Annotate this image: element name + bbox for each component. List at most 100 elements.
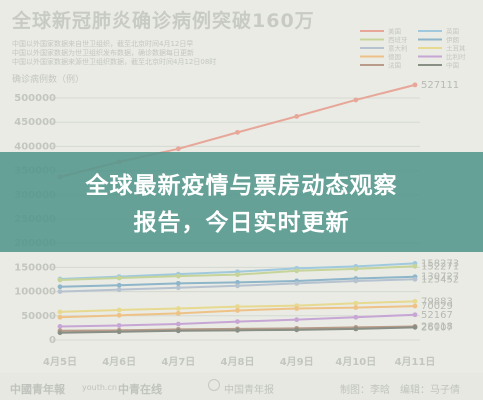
center-brand: 中国青年报 <box>224 385 274 396</box>
data-point <box>116 282 122 288</box>
end-value-label: 79883 <box>421 296 453 307</box>
data-point <box>294 113 300 119</box>
data-point <box>116 329 122 335</box>
y-tick-label: 500000 <box>14 93 56 104</box>
end-value-label: 52167 <box>421 310 453 321</box>
data-point <box>57 309 63 315</box>
data-point <box>175 328 181 334</box>
source-note: 中国以外国家数据来源世卫组织数据，截至北京时间4月12日08时 <box>12 58 217 66</box>
data-point <box>57 277 63 283</box>
data-point <box>57 324 63 329</box>
data-point <box>57 314 63 320</box>
data-point <box>235 308 240 313</box>
x-tick-label: 4月9日 <box>280 356 314 368</box>
data-point <box>235 304 240 310</box>
data-point <box>412 82 418 88</box>
data-point <box>235 272 240 278</box>
legend-entry: 德国 <box>388 52 401 61</box>
legend-entry: 土耳其 <box>446 44 466 53</box>
data-point <box>294 280 300 286</box>
legend-entry: 美国 <box>388 27 401 36</box>
data-point <box>353 266 359 272</box>
data-point <box>235 319 240 325</box>
data-point <box>412 324 418 330</box>
source-note: 中国以外国家数据为世卫组织发布数据，确诊数据每日更新 <box>12 49 194 57</box>
data-point <box>116 323 122 328</box>
legend-entry: 中国 <box>446 61 459 70</box>
legend-entry: 意大利 <box>388 44 408 53</box>
data-point <box>412 303 418 309</box>
credit-make: 制图：李晗 <box>340 385 390 396</box>
data-point <box>353 97 359 103</box>
legend-entry: 法国 <box>388 61 401 70</box>
data-point <box>175 321 181 327</box>
data-point <box>175 146 181 152</box>
x-tick-label: 4月6日 <box>102 356 136 368</box>
y-tick-label: 50000 <box>21 311 56 322</box>
footer-bar <box>0 373 483 400</box>
data-point <box>353 305 359 310</box>
data-point <box>353 326 359 332</box>
end-value-label: 28018 <box>421 321 453 332</box>
data-point <box>294 317 300 323</box>
data-point <box>175 280 181 286</box>
legend-entry: 西班牙 <box>388 35 408 44</box>
end-value-label: 152271 <box>421 261 459 272</box>
data-point <box>57 330 63 336</box>
data-point <box>235 280 240 285</box>
x-tick-label: 4月10日 <box>335 356 376 368</box>
end-value-label: 125452 <box>421 274 459 285</box>
data-point <box>235 283 240 289</box>
data-point <box>175 273 181 279</box>
data-point <box>116 307 122 313</box>
chart-title: 全球新冠肺炎确诊病例突破160万 <box>12 10 315 32</box>
x-tick-label: 4月5日 <box>43 356 77 368</box>
y-tick-label: 100000 <box>14 287 56 298</box>
y-tick-label: 450000 <box>14 117 56 128</box>
x-tick-label: 4月11日 <box>395 356 436 368</box>
end-value-label: 26107 <box>421 322 453 333</box>
data-point <box>353 300 359 306</box>
data-point <box>235 327 240 333</box>
legend-entry: 比利时 <box>446 52 466 61</box>
data-point <box>175 285 181 291</box>
y-tick-label: 400000 <box>14 141 56 152</box>
data-point <box>116 287 122 293</box>
logo-youth-cn: youth.cn <box>82 383 117 392</box>
headline-banner <box>0 152 483 252</box>
source-note: 中国以外国家数据来自世卫组织，截至北京时间4月12日早 <box>12 40 194 48</box>
headline-line-2: 报告，今日实时更新 <box>133 210 350 236</box>
data-point <box>412 276 418 282</box>
data-point <box>235 129 240 135</box>
legend-entry: 英国 <box>446 27 459 36</box>
legend-entry: 伊朗 <box>446 35 459 44</box>
weibo-icon <box>208 379 220 391</box>
data-point <box>353 314 359 320</box>
end-value-label: 527111 <box>421 80 459 91</box>
logo-china-youth-daily: 中國青年報 <box>10 383 65 396</box>
x-tick-label: 4月7日 <box>161 356 195 368</box>
x-tick-label: 4月8日 <box>221 356 255 368</box>
y-axis-title: 确诊病例数（例） <box>12 75 85 85</box>
data-point <box>353 278 359 284</box>
data-point <box>412 312 418 318</box>
data-point <box>57 289 63 294</box>
credit-edit: 编辑：马子倩 <box>400 385 460 396</box>
data-point <box>294 306 300 311</box>
y-tick-label: 0 <box>49 335 56 346</box>
data-point <box>412 263 418 269</box>
headline-line-1: 全球最新疫情与票房动态观察 <box>85 173 398 199</box>
data-point <box>294 268 300 274</box>
data-point <box>116 312 122 318</box>
end-value-label: 70029 <box>421 301 453 312</box>
data-point <box>57 284 63 290</box>
end-value-label: 158273 <box>421 258 459 269</box>
logo-cyol: 中青在线 <box>118 383 162 396</box>
data-point <box>116 275 122 281</box>
y-tick-label: 150000 <box>14 262 56 273</box>
data-point <box>412 298 418 304</box>
data-point <box>175 306 181 311</box>
data-point <box>294 327 300 333</box>
data-point <box>175 310 181 316</box>
